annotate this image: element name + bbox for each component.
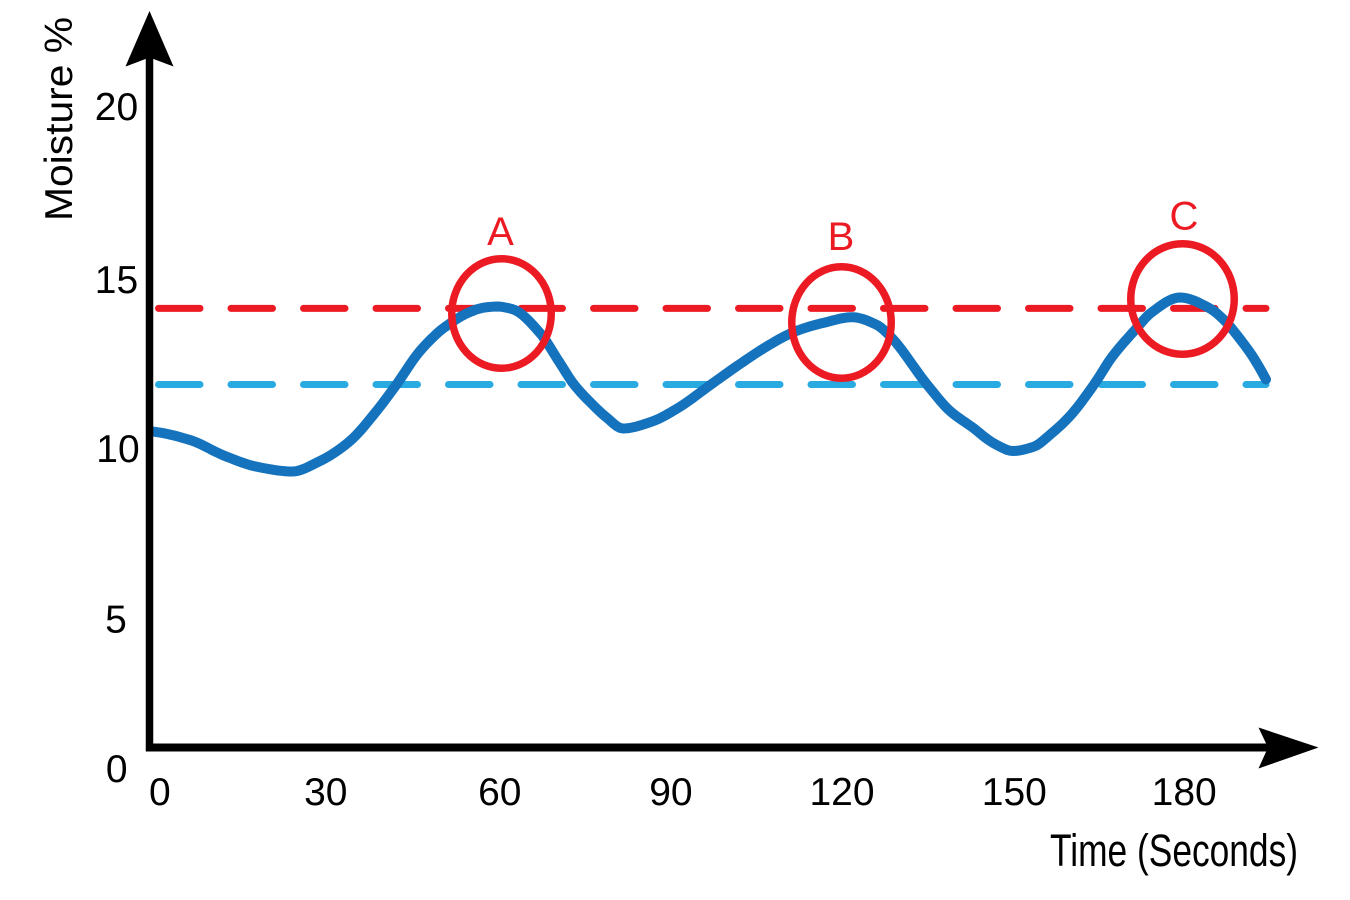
svg-text:5: 5 <box>105 598 127 641</box>
svg-text:Moisture %: Moisture % <box>38 17 81 221</box>
svg-text:A: A <box>487 210 514 254</box>
svg-text:B: B <box>828 215 855 259</box>
svg-text:10: 10 <box>96 428 139 471</box>
svg-text:C: C <box>1170 195 1199 239</box>
svg-text:60: 60 <box>478 771 521 814</box>
svg-text:180: 180 <box>1152 771 1217 814</box>
svg-text:90: 90 <box>649 771 692 814</box>
svg-text:20: 20 <box>95 86 138 129</box>
svg-text:0: 0 <box>149 771 171 814</box>
svg-text:150: 150 <box>982 771 1047 814</box>
svg-text:30: 30 <box>304 771 347 814</box>
svg-text:0: 0 <box>106 748 128 791</box>
svg-text:Time (Seconds): Time (Seconds) <box>1050 825 1298 876</box>
svg-text:120: 120 <box>809 771 874 814</box>
svg-text:15: 15 <box>95 259 138 302</box>
